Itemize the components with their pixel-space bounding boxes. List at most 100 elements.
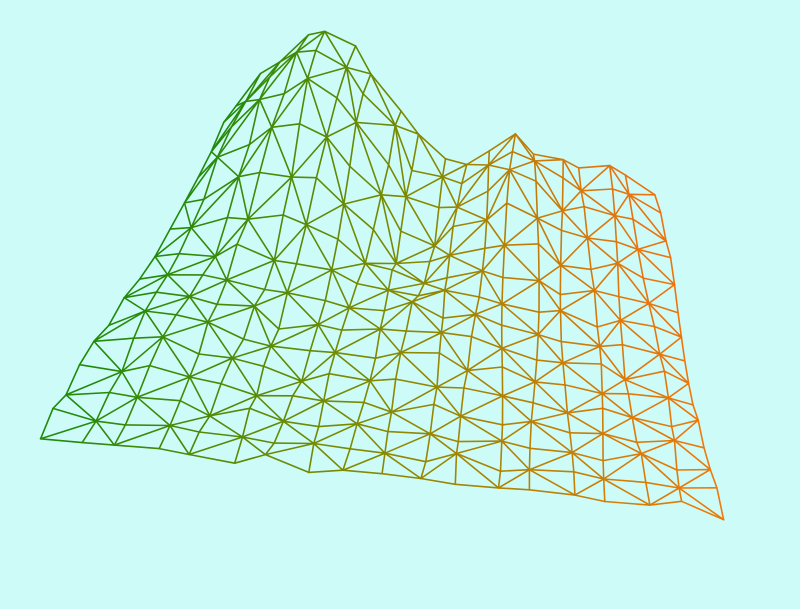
mesh-edge [423,276,448,285]
mesh-edge [428,254,451,263]
mesh-edge [487,133,517,166]
mesh-edge [395,230,402,265]
mesh-edge [154,226,192,258]
mesh-edge [52,407,97,422]
mesh-edge [258,92,286,101]
mesh-edge [600,363,626,381]
mesh-edge [52,394,67,410]
mesh-edge [220,357,234,385]
mesh-edge [65,391,111,396]
mesh-edge [611,188,630,196]
mesh-edge [300,380,325,402]
mesh-edge [387,124,397,166]
mesh-edge [429,432,460,443]
mesh-edge [452,206,459,228]
mesh-edge [95,391,111,422]
mesh-edge [559,237,589,267]
mesh-edge [78,340,95,366]
mesh-edge [81,441,116,446]
mesh-edge [226,279,266,291]
mesh-edge [566,407,604,414]
mesh-edge [390,411,432,435]
mesh-edge [533,158,565,162]
mesh-edge [216,303,256,307]
mesh-edge [391,269,426,285]
mesh-edge [601,407,634,419]
mesh-edge [394,124,407,198]
mesh-edge [571,432,604,454]
mesh-edge [295,49,317,54]
mesh-edge [448,225,454,257]
mesh-edge [337,203,345,240]
mesh-edge [214,243,238,258]
mesh-edge [502,244,506,279]
mesh-edge [315,49,348,69]
mesh-edge [258,171,293,178]
mesh-edge [460,163,468,185]
mesh-edge [39,420,97,440]
mesh-edge [508,168,537,182]
mesh-edge [640,452,678,471]
mesh-edge [429,415,462,435]
mesh-edge [459,387,465,418]
mesh-edge [328,351,336,375]
mesh-edge [580,190,616,217]
mesh-edge [324,269,333,302]
mesh-edge [538,279,562,296]
mesh-edge [438,352,469,372]
mesh-edge [262,365,303,383]
mesh-edge [291,394,325,402]
mesh-edge [423,260,431,285]
mesh-edge [405,176,444,198]
mesh-edge [121,370,138,399]
mesh-edge [615,240,619,265]
mesh-edge [253,288,266,307]
mesh-edge [295,51,309,80]
mesh-edge [237,175,249,220]
mesh-edge [683,360,690,385]
mesh-edge [481,270,504,279]
mesh-edge [537,243,540,282]
mesh-edge [559,289,596,296]
mesh-edge [637,248,645,279]
mesh-edge [39,437,83,444]
mesh-edge [411,300,444,319]
mesh-edge [628,193,662,214]
mesh-edge [306,77,328,138]
mesh-edge [270,345,312,352]
mesh-edge [348,306,386,312]
mesh-edge [203,175,240,201]
mesh-edge [459,395,504,418]
mesh-edge [245,76,271,103]
mesh-edge [286,291,327,302]
mesh-edge [602,478,647,484]
mesh-edge [687,382,694,406]
mesh-edge [169,424,200,433]
mesh-edge [399,351,438,388]
mesh-edge [248,394,258,410]
mesh-edge [580,164,611,192]
mesh-edge [499,468,531,473]
mesh-edge [247,171,261,220]
mesh-edge [210,150,219,158]
mesh-edge [138,255,156,280]
mesh-edge [619,319,624,346]
mesh-edge [602,478,606,503]
mesh-edge [214,255,228,281]
mesh-edge [586,237,592,271]
mesh-edge [300,372,330,383]
mesh-edge [487,168,511,192]
mesh-edge [537,311,540,336]
mesh-edge [197,150,213,179]
mesh-edge [39,407,54,440]
mesh-edge [474,313,503,350]
mesh-edge [188,353,200,378]
mesh-edge [336,66,348,99]
mesh-edge [485,202,508,221]
mesh-edge [369,73,402,112]
mesh-edge [312,425,320,445]
mesh-edge [279,33,310,63]
mesh-edge [559,309,599,328]
mesh-edge [500,423,504,442]
mesh-edge [317,299,327,326]
